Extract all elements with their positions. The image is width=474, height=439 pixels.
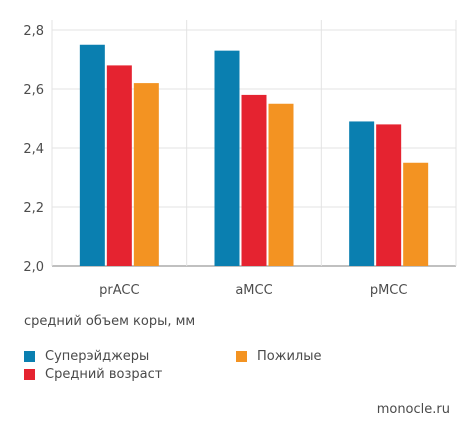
y-tick-label: 2,6: [23, 83, 44, 98]
bar-pMCC-2: [403, 162, 429, 266]
bar-aMCC-1: [241, 94, 267, 267]
legend-swatch-elderly: [236, 351, 247, 362]
source-credit: monocle.ru: [376, 402, 450, 417]
bar-prACC-1: [106, 65, 132, 267]
y-tick-label: 2,4: [23, 142, 44, 157]
legend-swatch-middle-age: [24, 369, 35, 380]
y-tick-label: 2,2: [23, 201, 44, 216]
bar-pMCC-1: [376, 124, 402, 267]
bar-prACC-0: [79, 44, 105, 266]
x-category-label: pMCC: [370, 283, 408, 298]
legend-item-superagers: Суперэйджеры: [24, 349, 149, 364]
bar-prACC-2: [133, 83, 159, 266]
legend-label-middle-age: Средний возраст: [45, 367, 163, 382]
bar-chart: 2,0 2,2 2,4 2,6 2,8 prACC aMCC pMCC: [23, 20, 457, 298]
legend-item-elderly: Пожилые: [236, 349, 321, 364]
y-tick-label: 2,0: [23, 260, 44, 275]
axis-caption: средний объем коры, мм: [24, 314, 196, 329]
bar-aMCC-0: [214, 50, 240, 267]
bars: [79, 44, 429, 267]
legend-swatch-superagers: [24, 351, 35, 362]
legend-label-elderly: Пожилые: [257, 349, 322, 364]
legend-item-middle-age: Средний возраст: [24, 367, 162, 382]
x-category-label: prACC: [99, 283, 139, 298]
y-axis-ticks: 2,0 2,2 2,4 2,6 2,8: [23, 24, 44, 275]
x-axis-categories: prACC aMCC pMCC: [99, 283, 407, 298]
x-category-label: aMCC: [235, 283, 272, 298]
legend-label-superagers: Суперэйджеры: [45, 349, 150, 364]
y-tick-label: 2,8: [23, 24, 44, 39]
bar-pMCC-0: [349, 121, 375, 266]
bar-aMCC-2: [268, 103, 294, 266]
